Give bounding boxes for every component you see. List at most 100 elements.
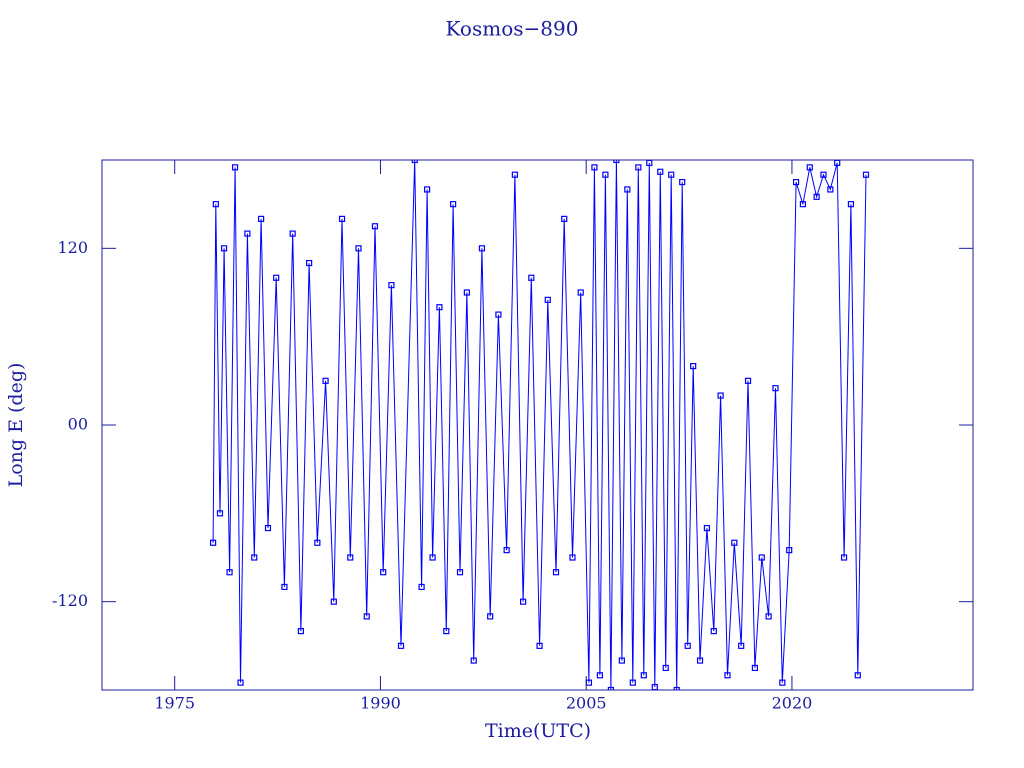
data-point — [847, 201, 855, 208]
data-point — [216, 510, 224, 517]
data-point — [536, 642, 543, 649]
data-point — [696, 657, 704, 664]
data-point — [640, 672, 647, 679]
data-point — [418, 583, 425, 591]
data-point — [561, 215, 568, 222]
data-point — [738, 642, 745, 649]
data-point — [679, 178, 686, 186]
data-point — [212, 201, 219, 208]
data-point — [779, 679, 786, 686]
data-point — [662, 664, 669, 672]
data-point — [478, 245, 486, 252]
data-point — [511, 171, 518, 178]
x-tick-label: 2005 — [566, 694, 607, 713]
data-point — [792, 178, 800, 186]
data-point — [806, 164, 813, 171]
data-point — [673, 686, 680, 690]
data-point — [487, 613, 494, 620]
data-point — [703, 524, 710, 532]
data-point — [244, 230, 251, 237]
data-point — [226, 569, 233, 576]
data-point — [231, 164, 239, 171]
data-point — [635, 164, 642, 171]
data-point — [251, 554, 258, 561]
data-point — [596, 672, 604, 679]
data-point — [429, 554, 436, 561]
data-point — [338, 215, 346, 222]
x-axis-label: Time(UTC) — [485, 720, 591, 742]
data-point — [602, 171, 609, 178]
data-line — [212, 160, 867, 690]
data-point — [330, 598, 337, 605]
data-point — [450, 201, 457, 208]
data-point — [397, 642, 405, 649]
data-point — [607, 686, 614, 690]
data-point — [380, 569, 387, 576]
data-point — [629, 679, 636, 686]
data-point — [519, 598, 527, 605]
data-point — [503, 547, 510, 554]
data-point — [717, 392, 724, 399]
data-point — [237, 679, 244, 686]
data-point — [273, 274, 280, 281]
y-axis-label: Long E (deg) — [5, 363, 27, 488]
data-point — [220, 245, 228, 252]
data-point — [281, 583, 288, 591]
data-point — [613, 160, 620, 164]
data-point — [552, 569, 560, 576]
data-point — [355, 245, 362, 252]
data-point — [463, 289, 470, 296]
data-point — [314, 539, 321, 546]
y-tick-label: 120 — [57, 238, 88, 257]
data-point — [495, 311, 502, 318]
data-point — [772, 385, 779, 392]
x-tick-label: 1975 — [154, 694, 195, 713]
chart-title: Kosmos−890 — [446, 17, 579, 41]
data-point — [591, 164, 598, 171]
data-point — [322, 377, 329, 384]
y-tick-label: 00 — [68, 415, 88, 434]
data-point — [470, 657, 477, 664]
data-point — [751, 664, 759, 672]
data-point — [862, 171, 870, 178]
data-point — [618, 657, 625, 664]
data-point — [577, 289, 584, 296]
data-point — [820, 171, 827, 178]
data-point — [827, 186, 834, 193]
data-point — [210, 539, 217, 546]
data-point — [786, 547, 793, 554]
data-point — [684, 642, 691, 649]
data-point — [710, 628, 717, 635]
data-point — [854, 672, 861, 679]
data-point — [456, 569, 464, 576]
data-point — [731, 539, 738, 546]
data-point — [388, 282, 395, 289]
x-tick-label: 2020 — [772, 694, 813, 713]
x-tick-label: 1990 — [360, 694, 401, 713]
data-point — [363, 613, 370, 620]
data-point — [765, 613, 772, 620]
data-point — [569, 554, 576, 561]
data-point — [436, 304, 443, 311]
data-point — [264, 524, 272, 532]
data-point — [258, 215, 265, 222]
data-point — [289, 230, 296, 237]
data-point — [624, 186, 631, 193]
data-point — [423, 186, 431, 193]
data-point — [799, 201, 807, 208]
data-point — [690, 363, 697, 370]
data-point — [371, 223, 379, 230]
data-point — [657, 168, 664, 175]
data-point — [347, 554, 354, 561]
data-point — [297, 628, 304, 635]
data-point — [411, 160, 418, 164]
data-point — [443, 628, 450, 635]
data-point — [306, 259, 313, 267]
data-point — [758, 554, 765, 561]
data-point — [668, 171, 675, 178]
y-tick-label: -120 — [52, 591, 88, 610]
data-point — [840, 554, 848, 561]
data-point — [724, 672, 731, 679]
